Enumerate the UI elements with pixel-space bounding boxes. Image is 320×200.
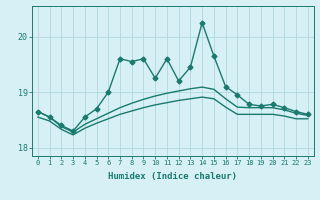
X-axis label: Humidex (Indice chaleur): Humidex (Indice chaleur) (108, 172, 237, 181)
